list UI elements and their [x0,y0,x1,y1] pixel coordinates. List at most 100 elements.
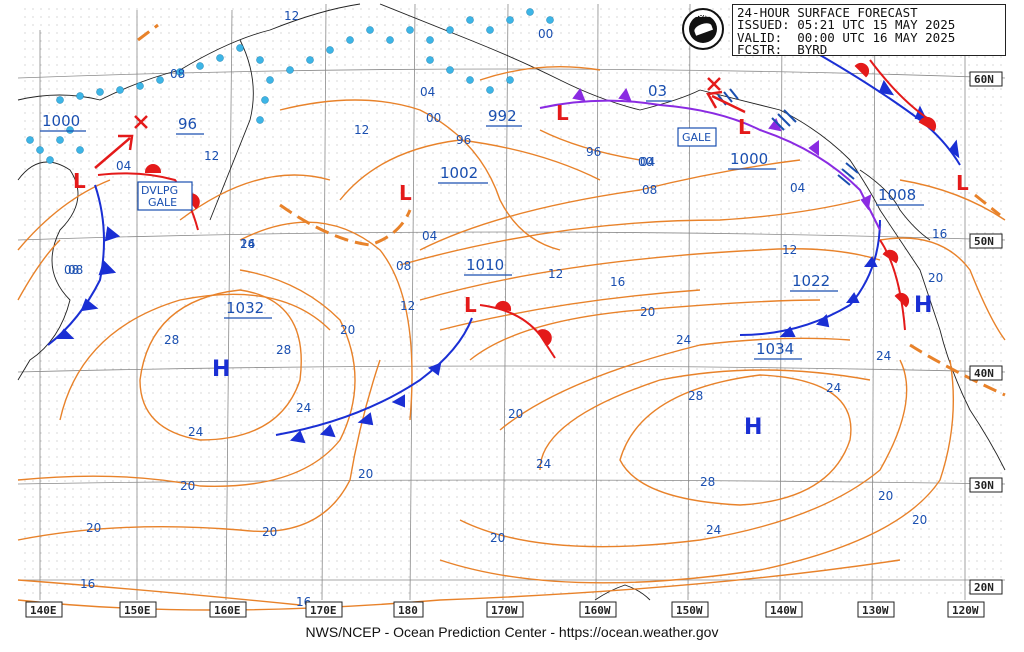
troughs [137,23,1006,397]
isobar-label: 20 [490,531,505,545]
isobar-label: 24 [536,457,551,471]
isobar-label: 96 [456,133,471,147]
isobar-label: 24 [240,237,255,251]
pressure-1000-e: 1000 [730,150,768,168]
lon-label-140e: 140E [30,604,57,617]
pressure-1010: 1010 [466,256,504,274]
isobar-label: 20 [180,479,195,493]
pressure-1034: 1034 [756,340,794,358]
lon-label-box [671,601,709,618]
lat-label-30n: 30N [974,479,994,492]
lat-label-box [969,365,1003,381]
low-label: L [956,171,969,195]
isobar-label: 12 [204,149,219,163]
low-label: L [73,169,86,193]
isobar-label: 00 [538,27,553,41]
pressure-1000-w: 1000 [42,112,80,130]
isobar-label: 04 [420,85,435,99]
pressure-96: 96 [178,115,197,133]
lat-label-50n: 50N [974,235,994,248]
storm-tracks [94,77,746,169]
lon-label-box [119,601,157,618]
isobar-label: 04 [640,155,655,169]
lon-label-box [857,601,895,618]
isobar-label: 00 [426,111,441,125]
pressure-1032: 1032 [226,299,264,317]
lon-label-140w: 140W [770,604,797,617]
isobar-label: 16 [610,275,625,289]
occluded-fronts [539,87,881,231]
isobar-label: 20 [912,513,927,527]
low-label: L [399,181,412,205]
isobar-label: 08 [68,263,83,277]
high-label: H [744,415,762,440]
pressure-992: 992 [488,107,517,125]
isobar-label: 24 [188,425,203,439]
isobar-label: 20 [508,407,523,421]
pressure-1008: 1008 [878,186,916,204]
high-label: H [212,357,230,382]
isobars [17,65,1006,611]
low-centers: L L L L L L [73,101,969,317]
isobar-label: 24 [706,523,721,537]
isobar-label: 12 [782,243,797,257]
isobar-label: 12 [284,9,299,23]
footer-credit: NWS/NCEP - Ocean Prediction Center - htt… [305,624,719,640]
lon-label-130w: 130W [862,604,889,617]
lon-label-170e: 170E [310,604,337,617]
lat-label-box [969,477,1003,493]
isobar-label: 04 [790,181,805,195]
isobar-label: 04 [116,159,131,173]
lon-label-box [947,601,985,618]
isobar-label: 20 [640,305,655,319]
isobar-label: 96 [586,145,601,159]
lon-label-150w: 150W [676,604,703,617]
isobar-label: 16 [80,577,95,591]
pressure-1022: 1022 [792,272,830,290]
lon-label-120w: 120W [952,604,979,617]
low-label: L [556,101,569,125]
low-label: L [738,115,751,139]
lon-label-box [579,601,617,618]
isobar-label: 20 [86,521,101,535]
valid-time: VALID: 00:00 UTC 16 MAY 2025 [737,29,956,45]
pressure-labels: 1000 96 992 03 1000 1002 1008 1010 1022 … [40,82,924,360]
pressure-03: 03 [648,82,667,100]
isobar-label: 28 [700,475,715,489]
forecast-header: 24-HOUR SURFACE FORECAST ISSUED: 05:21 U… [732,4,1006,56]
lon-label-180: 180 [398,604,418,617]
ice-edge [26,8,554,164]
noaa-logo: NOAA [682,8,724,50]
isobar-label: 16 [932,227,947,241]
isobar-label: 28 [164,333,179,347]
warning-dvlpg-gale-1: DVLPG [141,184,178,197]
cold-fronts [47,54,961,444]
isobar-label: 20 [340,323,355,337]
isobar-label: 12 [548,267,563,281]
lon-label-160w: 160W [584,604,611,617]
isobar-label: 24 [676,333,691,347]
forecaster: FCSTR: BYRD [737,42,828,58]
warm-fronts [97,59,937,359]
warning-dvlpg-gale-2: GALE [148,196,177,209]
lon-label-150e: 150E [124,604,151,617]
low-label: L [464,293,477,317]
isobar-label: 20 [262,525,277,539]
isobar-label: 08 [642,183,657,197]
isobar-labels: 1208041208040096960004080408121620242024… [64,9,947,609]
isobar-label: 12 [400,299,415,313]
longitude-labels: 140E 150E 160E 170E 180 170W 160W 150W 140W 130W 1… [25,601,985,618]
pressure-1002: 1002 [440,164,478,182]
lon-label-box [209,601,247,618]
lon-label-160e: 160E [214,604,241,617]
lat-label-box [969,579,1003,595]
lon-label-box [486,601,524,618]
isobar-label: 24 [296,401,311,415]
isobar-label: 28 [276,343,291,357]
isobar-label: 20 [928,271,943,285]
isobar-label: 24 [876,349,891,363]
lat-label-60n: 60N [974,73,994,86]
isobar-label: 00 [638,155,653,169]
warning-boxes: DVLPG GALE GALE [137,127,717,211]
